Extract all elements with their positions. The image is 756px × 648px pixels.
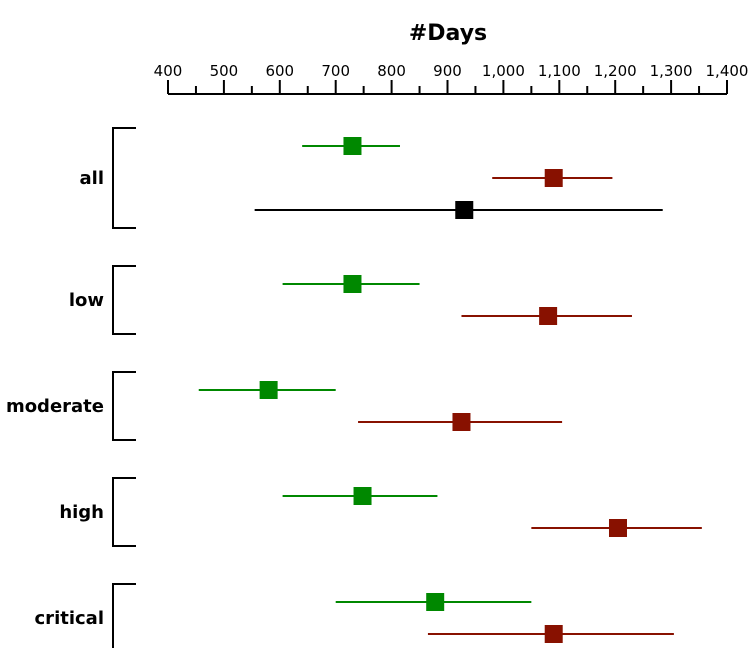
group-bracket bbox=[112, 583, 136, 648]
group-bracket bbox=[112, 127, 136, 229]
group-bracket bbox=[112, 477, 136, 547]
group-bracket bbox=[112, 371, 136, 441]
point-marker-black bbox=[455, 201, 474, 219]
x-tick-label: 1,200 bbox=[594, 62, 637, 80]
group-label: high bbox=[59, 502, 104, 523]
group-rows: all low moderate high critical bbox=[6, 127, 702, 648]
group-label: moderate bbox=[6, 396, 104, 417]
x-tick-label: 1,100 bbox=[538, 62, 581, 80]
point-marker-red bbox=[544, 169, 563, 187]
point-marker-green bbox=[343, 275, 362, 293]
point-marker-red bbox=[452, 413, 471, 431]
point-marker-green bbox=[353, 487, 372, 505]
x-tick-label: 600 bbox=[265, 62, 294, 80]
x-tick-label: 400 bbox=[154, 62, 183, 80]
chart-title: #Days bbox=[409, 21, 487, 46]
point-marker-green bbox=[259, 381, 278, 399]
x-tick-label: 800 bbox=[377, 62, 406, 80]
group-critical: critical bbox=[35, 583, 674, 648]
point-marker-green bbox=[426, 593, 445, 611]
x-tick-label: 1,300 bbox=[650, 62, 693, 80]
x-tick-label: 700 bbox=[321, 62, 350, 80]
group-high: high bbox=[59, 477, 702, 547]
group-label: all bbox=[80, 168, 105, 189]
x-tick-label: 1,000 bbox=[482, 62, 525, 80]
group-all: all bbox=[80, 127, 663, 229]
point-marker-red bbox=[544, 625, 563, 643]
point-marker-green bbox=[343, 137, 362, 155]
x-tick-label: 500 bbox=[210, 62, 239, 80]
group-bracket bbox=[112, 265, 136, 335]
group-moderate: moderate bbox=[6, 371, 563, 441]
point-marker-red bbox=[608, 519, 627, 537]
x-axis: 400 500 600 700 800 900 1,000 1,100 1,200 1,300 1,… bbox=[154, 62, 749, 95]
x-tick-label: 900 bbox=[433, 62, 462, 80]
group-label: low bbox=[69, 290, 104, 311]
group-low: low bbox=[69, 265, 632, 335]
x-tick-label: 1,400 bbox=[706, 62, 749, 80]
group-label: critical bbox=[35, 608, 104, 629]
point-marker-red bbox=[539, 307, 558, 325]
